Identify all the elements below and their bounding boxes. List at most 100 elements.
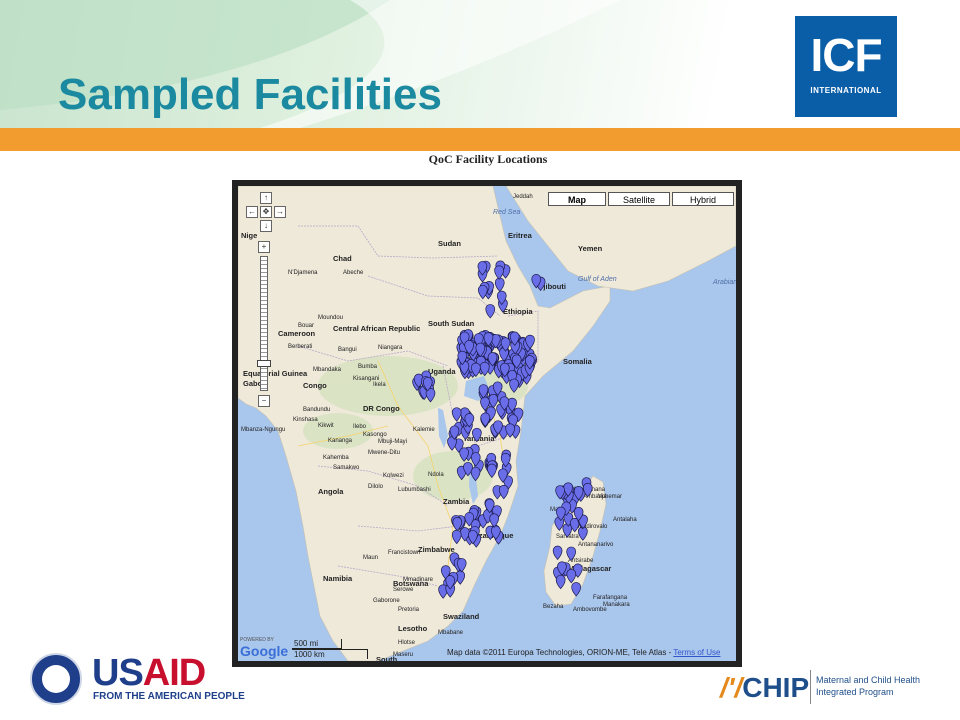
- zoom-slider-thumb[interactable]: [257, 360, 271, 367]
- facility-marker-icon[interactable]: [451, 529, 462, 545]
- facility-marker-icon[interactable]: [555, 485, 565, 500]
- map-label: Kahemba: [323, 455, 349, 461]
- facility-marker-icon[interactable]: [493, 420, 503, 435]
- facility-marker-icon[interactable]: [456, 558, 467, 573]
- facility-marker-icon[interactable]: [422, 376, 433, 392]
- facility-marker-icon[interactable]: [566, 546, 577, 561]
- facility-marker-icon[interactable]: [457, 350, 468, 366]
- pan-down-icon[interactable]: ↓: [260, 220, 272, 232]
- facility-marker-icon[interactable]: [490, 334, 501, 349]
- facility-marker-icon[interactable]: [468, 529, 478, 545]
- map-label: Maseru: [393, 652, 413, 658]
- facility-marker-icon[interactable]: [555, 506, 566, 522]
- facility-marker-icon[interactable]: [500, 452, 511, 468]
- facility-marker-icon[interactable]: [452, 517, 463, 532]
- map-label: Kikwit: [318, 423, 334, 429]
- facility-marker-icon[interactable]: [480, 412, 491, 427]
- facility-marker-icon[interactable]: [507, 397, 517, 413]
- facility-marker-icon[interactable]: [498, 468, 508, 483]
- facility-marker-icon[interactable]: [555, 574, 566, 590]
- facility-marker-icon[interactable]: [485, 304, 496, 319]
- facility-marker-icon[interactable]: [496, 290, 507, 306]
- map-attribution: Map data ©2011 Europa Technologies, ORIO…: [447, 648, 720, 657]
- facility-marker-icon[interactable]: [571, 582, 582, 597]
- facility-marker-icon[interactable]: [475, 342, 486, 358]
- facility-marker-icon[interactable]: [449, 425, 460, 440]
- map-label: Antananarivo: [578, 542, 614, 548]
- facility-marker-icon[interactable]: [566, 568, 577, 584]
- terms-of-use-link[interactable]: Terms of Use: [673, 648, 721, 657]
- map-label: Mwene-Ditu: [368, 450, 400, 456]
- map-label: Kalemie: [413, 427, 435, 433]
- facility-marker-icon[interactable]: [509, 378, 519, 393]
- facility-marker-icon[interactable]: [480, 396, 490, 412]
- facility-marker-icon[interactable]: [477, 261, 488, 276]
- facility-marker-icon[interactable]: [487, 352, 498, 367]
- map-label: Nige: [241, 231, 257, 240]
- facility-marker-icon[interactable]: [463, 461, 473, 477]
- facility-marker-icon[interactable]: [451, 407, 462, 422]
- facility-marker-icon[interactable]: [557, 561, 567, 576]
- facility-marker-icon[interactable]: [464, 413, 475, 428]
- facility-marker-icon[interactable]: [464, 512, 475, 527]
- facility-marker-icon[interactable]: [491, 525, 501, 540]
- facility-marker-icon[interactable]: [492, 381, 503, 396]
- facility-marker-icon[interactable]: [445, 575, 456, 590]
- facility-marker-icon[interactable]: [511, 354, 522, 369]
- facility-marker-icon[interactable]: [470, 452, 481, 467]
- facility-marker-icon[interactable]: [438, 584, 448, 599]
- facility-marker-icon[interactable]: [489, 513, 500, 528]
- facility-marker-icon[interactable]: [509, 331, 520, 346]
- map-label: Dilolo: [368, 484, 384, 490]
- map-label: Manakara: [603, 602, 630, 608]
- pan-up-icon[interactable]: ↑: [260, 192, 272, 204]
- zoom-out-icon[interactable]: −: [258, 395, 270, 407]
- map-type-map-button[interactable]: Map: [548, 192, 606, 206]
- facility-marker-icon[interactable]: [487, 463, 497, 479]
- header-swoosh: [0, 0, 620, 128]
- map-label: Ethiopia: [503, 307, 533, 316]
- map-canvas[interactable]: Sudan Chad Eritrea Yemen Djibouti Ethiopia Som…: [238, 186, 736, 661]
- pan-left-icon[interactable]: ←: [246, 206, 258, 218]
- facility-marker-icon[interactable]: [478, 384, 489, 399]
- zoom-in-icon[interactable]: +: [258, 241, 270, 253]
- facility-marker-icon[interactable]: [425, 388, 436, 403]
- facility-marker-icon[interactable]: [477, 284, 488, 300]
- facility-marker-icon[interactable]: [569, 517, 580, 533]
- facility-marker-icon[interactable]: [500, 337, 511, 352]
- facility-marker-icon[interactable]: [494, 265, 504, 280]
- map-label: Cameroon: [278, 329, 316, 338]
- map-type-hybrid-button[interactable]: Hybrid: [672, 192, 734, 206]
- pan-right-icon[interactable]: →: [274, 206, 286, 218]
- facility-marker-icon[interactable]: [479, 361, 490, 377]
- facility-marker-icon[interactable]: [552, 545, 563, 561]
- pan-center-icon[interactable]: ✥: [260, 206, 272, 218]
- facility-marker-icon[interactable]: [470, 466, 481, 482]
- google-logo[interactable]: POWERED BY Google: [240, 637, 288, 659]
- map-type-satellite-button[interactable]: Satellite: [608, 192, 670, 206]
- facility-marker-icon[interactable]: [531, 274, 542, 289]
- map-label: Moundou: [318, 315, 343, 321]
- facility-marker-icon[interactable]: [459, 447, 469, 462]
- icf-logo: ICF INTERNATIONAL: [795, 16, 897, 117]
- facility-marker-icon[interactable]: [524, 355, 535, 370]
- facility-marker-icon[interactable]: [582, 482, 593, 498]
- map-label: Jeddah: [513, 194, 533, 200]
- facility-marker-icon[interactable]: [488, 393, 499, 409]
- facility-marker-icon[interactable]: [483, 332, 494, 347]
- facility-marker-icon[interactable]: [498, 484, 509, 500]
- facility-marker-icon[interactable]: [525, 334, 535, 350]
- map-label: Red Sea: [493, 209, 520, 216]
- facility-markers[interactable]: [412, 260, 593, 599]
- facility-marker-icon[interactable]: [505, 423, 516, 438]
- mchip-description: Maternal and Child Health Integrated Pro…: [816, 675, 921, 697]
- facility-marker-icon[interactable]: [447, 436, 457, 451]
- facility-marker-icon[interactable]: [573, 485, 584, 501]
- facility-marker-icon[interactable]: [471, 362, 481, 378]
- facility-marker-icon[interactable]: [499, 396, 510, 411]
- facility-marker-icon[interactable]: [499, 362, 510, 378]
- facility-marker-icon[interactable]: [472, 427, 482, 443]
- zoom-slider-track[interactable]: [260, 256, 268, 391]
- facility-marker-icon[interactable]: [464, 340, 475, 355]
- facility-marker-icon[interactable]: [573, 506, 584, 522]
